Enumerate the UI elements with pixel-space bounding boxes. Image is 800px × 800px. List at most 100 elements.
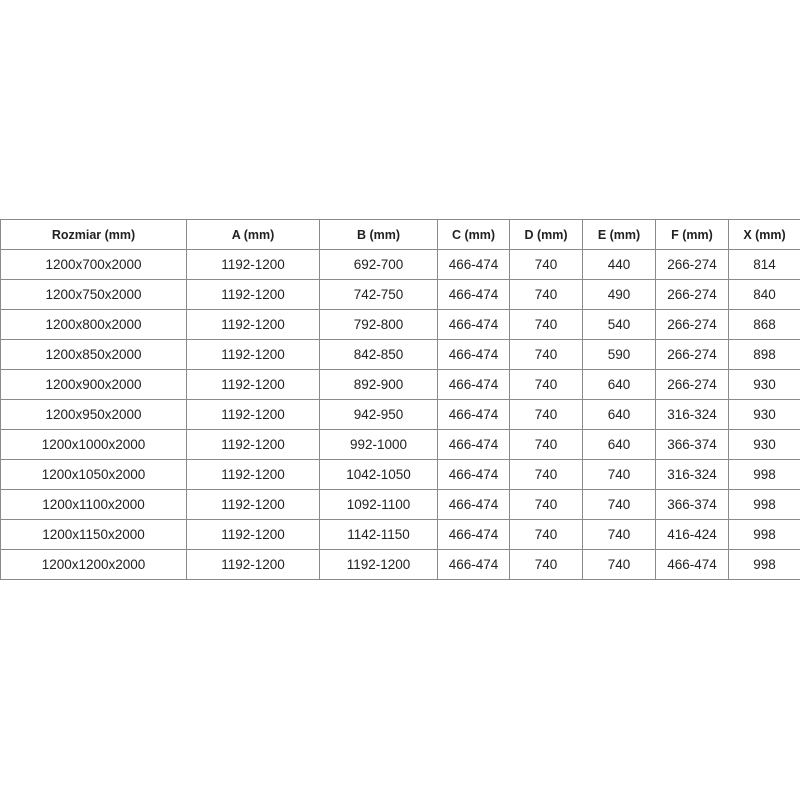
table-cell: 466-474	[437, 339, 510, 370]
table-cell: 1200x1100x2000	[0, 489, 187, 520]
header-row: Rozmiar (mm) A (mm) B (mm) C (mm) D (mm) E (m…	[0, 219, 800, 250]
table-cell: 1192-1200	[186, 249, 320, 280]
table-cell: 1192-1200	[186, 279, 320, 310]
table-row: 1200x1100x2000 1192-1200 1092-1100 466-474 7…	[0, 489, 800, 520]
column-header: D (mm)	[509, 219, 583, 250]
table-cell: 842-850	[319, 339, 438, 370]
table-cell: 1192-1200	[186, 399, 320, 430]
table-cell: 1200x1000x2000	[0, 429, 187, 460]
table-cell: 1192-1200	[186, 459, 320, 490]
table-cell: 1142-1150	[319, 519, 438, 550]
table-cell: 466-474	[437, 519, 510, 550]
table-cell: 466-474	[437, 399, 510, 430]
table-cell: 266-274	[655, 369, 729, 400]
table-cell: 1200x750x2000	[0, 279, 187, 310]
table-cell: 466-474	[437, 549, 510, 580]
table-row: 1200x750x2000 1192-1200 742-750 466-474 740 4…	[0, 279, 800, 310]
table-cell: 1192-1200	[186, 369, 320, 400]
table-cell: 316-324	[655, 459, 729, 490]
table-cell: 640	[582, 369, 656, 400]
table-row: 1200x950x2000 1192-1200 942-950 466-474 740 6…	[0, 399, 800, 430]
table-cell: 740	[509, 459, 583, 490]
table-cell: 740	[582, 459, 656, 490]
table-cell: 930	[728, 399, 800, 430]
table-cell: 1192-1200	[186, 339, 320, 370]
table-cell: 1092-1100	[319, 489, 438, 520]
table-cell: 1192-1200	[186, 309, 320, 340]
table-cell: 466-474	[437, 279, 510, 310]
table-cell: 266-274	[655, 339, 729, 370]
table-row: 1200x1050x2000 1192-1200 1042-1050 466-474 7…	[0, 459, 800, 490]
table-row: 1200x700x2000 1192-1200 692-700 466-474 740 4…	[0, 249, 800, 280]
column-header: C (mm)	[437, 219, 510, 250]
column-header: A (mm)	[186, 219, 320, 250]
table-cell: 740	[509, 489, 583, 520]
table-row: 1200x1000x2000 1192-1200 992-1000 466-474 74…	[0, 429, 800, 460]
table-cell: 930	[728, 369, 800, 400]
column-header: Rozmiar (mm)	[0, 219, 187, 250]
table-cell: 366-374	[655, 429, 729, 460]
table-cell: 490	[582, 279, 656, 310]
table-cell: 740	[509, 549, 583, 580]
table-cell: 692-700	[319, 249, 438, 280]
table-cell: 1192-1200	[319, 549, 438, 580]
table-cell: 266-274	[655, 279, 729, 310]
table-cell: 266-274	[655, 249, 729, 280]
table-cell: 366-374	[655, 489, 729, 520]
table-cell: 640	[582, 399, 656, 430]
table-cell: 466-474	[655, 549, 729, 580]
table-row: 1200x850x2000 1192-1200 842-850 466-474 740 5…	[0, 339, 800, 370]
table-cell: 942-950	[319, 399, 438, 430]
table-cell: 740	[509, 339, 583, 370]
table-cell: 740	[582, 489, 656, 520]
table-cell: 740	[509, 399, 583, 430]
column-header: X (mm)	[728, 219, 800, 250]
table-cell: 998	[728, 519, 800, 550]
table-cell: 930	[728, 429, 800, 460]
table-cell: 640	[582, 429, 656, 460]
column-header: E (mm)	[582, 219, 656, 250]
table-cell: 740	[582, 549, 656, 580]
table-cell: 1200x1050x2000	[0, 459, 187, 490]
table-cell: 992-1000	[319, 429, 438, 460]
column-header: F (mm)	[655, 219, 729, 250]
table-cell: 1200x1200x2000	[0, 549, 187, 580]
table-cell: 416-424	[655, 519, 729, 550]
table-cell: 998	[728, 489, 800, 520]
table-cell: 1042-1050	[319, 459, 438, 490]
table-cell: 466-474	[437, 249, 510, 280]
table-cell: 316-324	[655, 399, 729, 430]
table-cell: 540	[582, 309, 656, 340]
table-cell: 742-750	[319, 279, 438, 310]
table-cell: 590	[582, 339, 656, 370]
table-cell: 1200x800x2000	[0, 309, 187, 340]
table-cell: 740	[509, 309, 583, 340]
table-cell: 466-474	[437, 459, 510, 490]
table-cell: 1200x900x2000	[0, 369, 187, 400]
table-cell: 792-800	[319, 309, 438, 340]
table-cell: 1200x1150x2000	[0, 519, 187, 550]
table-cell: 740	[509, 519, 583, 550]
table-cell: 266-274	[655, 309, 729, 340]
table-cell: 1200x950x2000	[0, 399, 187, 430]
table-cell: 1192-1200	[186, 549, 320, 580]
dimensions-table: Rozmiar (mm) A (mm) B (mm) C (mm) D (mm) E (m…	[0, 219, 800, 580]
table-cell: 740	[582, 519, 656, 550]
table-cell: 466-474	[437, 489, 510, 520]
table-cell: 1192-1200	[186, 519, 320, 550]
table-row: 1200x1200x2000 1192-1200 1192-1200 466-474 7…	[0, 549, 800, 580]
table-row: 1200x900x2000 1192-1200 892-900 466-474 740 6…	[0, 369, 800, 400]
table-cell: 740	[509, 279, 583, 310]
table-cell: 868	[728, 309, 800, 340]
table-cell: 840	[728, 279, 800, 310]
table-cell: 898	[728, 339, 800, 370]
table-cell: 440	[582, 249, 656, 280]
table-cell: 1192-1200	[186, 429, 320, 460]
table-cell: 466-474	[437, 309, 510, 340]
table-cell: 1200x700x2000	[0, 249, 187, 280]
column-header: B (mm)	[319, 219, 438, 250]
table-cell: 466-474	[437, 429, 510, 460]
table-cell: 740	[509, 369, 583, 400]
table-cell: 466-474	[437, 369, 510, 400]
table-cell: 998	[728, 459, 800, 490]
